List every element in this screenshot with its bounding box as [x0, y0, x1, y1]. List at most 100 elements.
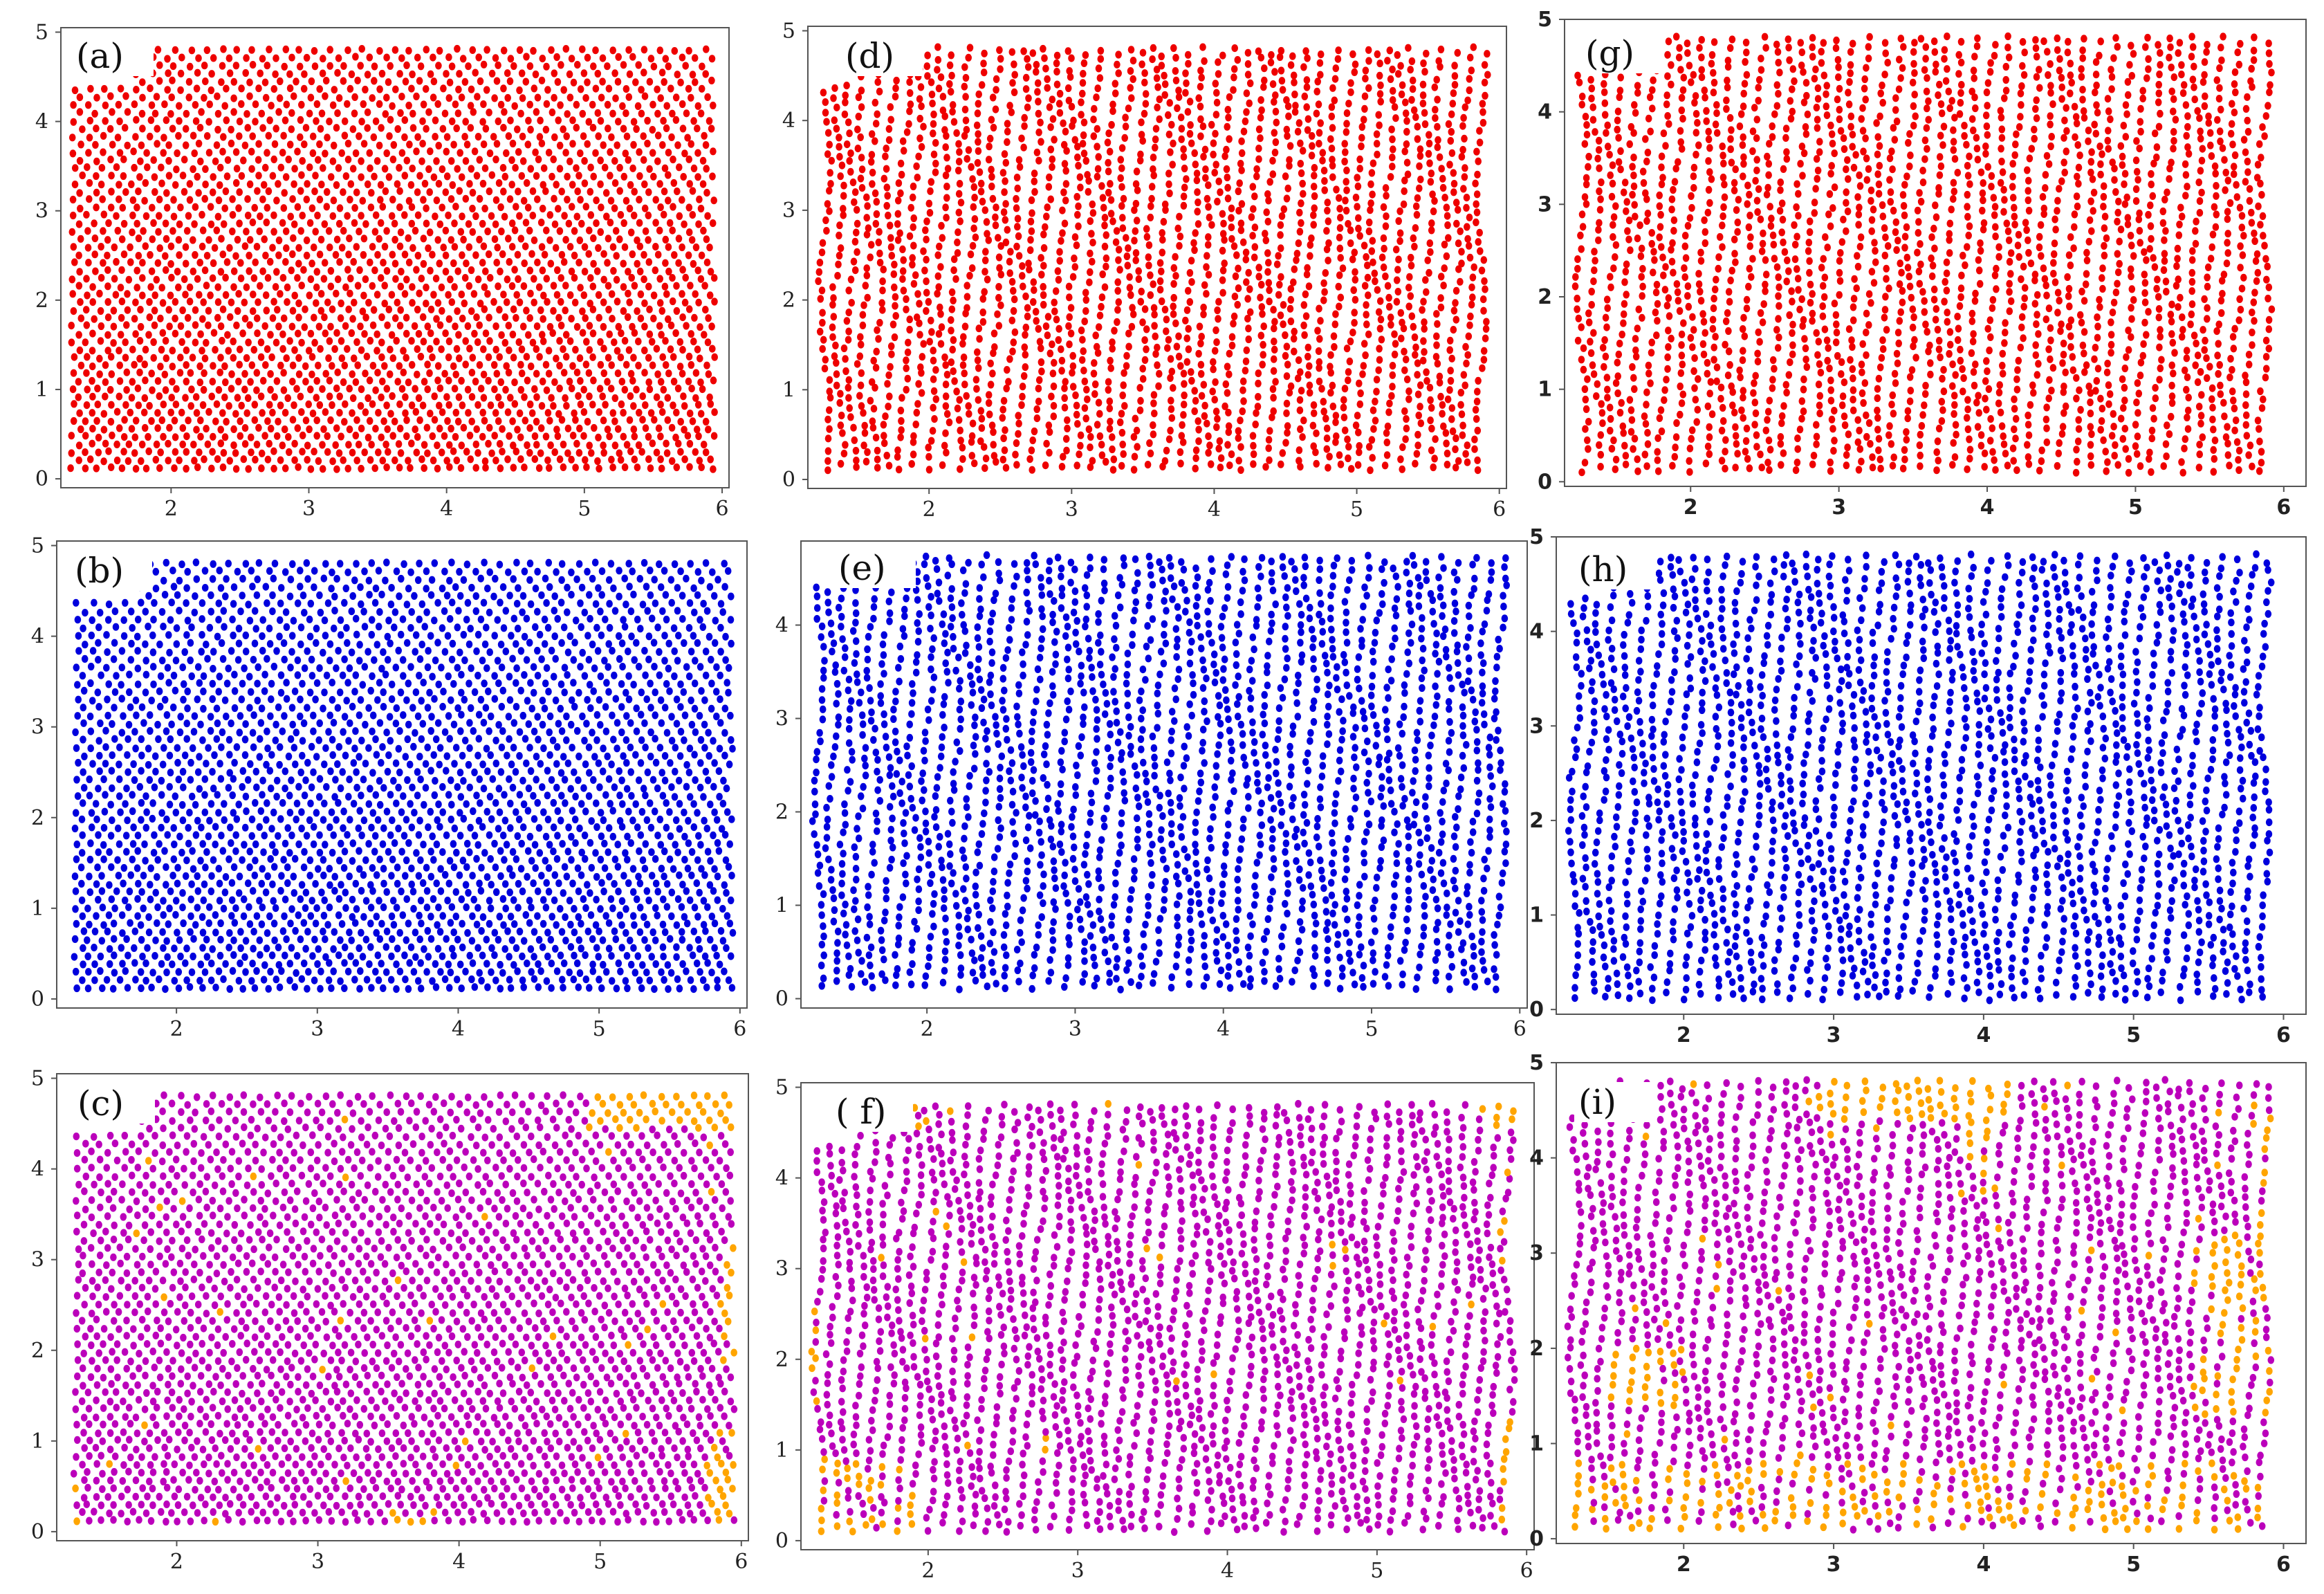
data-point: [459, 751, 466, 760]
data-point: [294, 203, 302, 211]
y-tick-label: 2: [31, 806, 44, 830]
data-point: [221, 204, 229, 212]
data-point: [416, 77, 423, 85]
data-point: [674, 584, 681, 592]
data-point: [164, 55, 171, 63]
data-point: [118, 695, 125, 703]
data-point: [624, 856, 631, 864]
data-point: [560, 86, 567, 94]
data-point: [467, 102, 474, 110]
data-point: [182, 125, 190, 133]
data-point: [156, 212, 163, 220]
data-point: [299, 431, 306, 440]
y-tick-label: 1: [35, 378, 48, 402]
data-point: [292, 926, 299, 935]
data-point: [692, 728, 699, 736]
data-point: [385, 173, 393, 181]
data-point: [353, 338, 360, 347]
data-point: [378, 338, 385, 347]
data-point: [235, 977, 243, 985]
data-point: [257, 951, 264, 959]
data-point: [427, 410, 434, 418]
data-point: [104, 282, 111, 291]
data-point: [668, 598, 675, 607]
data-point: [691, 608, 698, 616]
data-point: [539, 331, 546, 339]
data-point: [408, 864, 415, 872]
data-point: [97, 306, 104, 315]
data-point: [317, 345, 324, 353]
data-point: [403, 601, 411, 609]
data-point: [333, 575, 340, 583]
data-point: [695, 298, 702, 306]
data-point: [661, 187, 668, 196]
data-point: [661, 657, 668, 665]
data-point: [533, 322, 541, 331]
data-point: [110, 935, 118, 943]
data-point: [179, 440, 187, 449]
data-point: [148, 696, 155, 705]
data-point: [266, 767, 274, 775]
data-point: [179, 306, 186, 315]
data-point: [600, 416, 607, 425]
data-point: [614, 369, 622, 378]
data-point: [190, 865, 197, 873]
data-point: [552, 244, 560, 252]
data-point: [661, 928, 669, 936]
data-point: [225, 735, 233, 744]
data-point: [116, 347, 122, 355]
data-point: [417, 352, 425, 361]
data-point: [425, 108, 432, 116]
data-point: [250, 291, 257, 299]
data-point: [275, 832, 282, 840]
data-point: [264, 727, 270, 735]
data-point: [517, 647, 525, 655]
data-point: [268, 951, 276, 960]
data-point: [436, 823, 443, 831]
data-point: [165, 439, 172, 448]
data-point: [451, 760, 458, 768]
data-point: [342, 584, 350, 593]
data-point: [326, 823, 333, 832]
data-point: [334, 275, 342, 284]
data-point: [139, 274, 146, 282]
data-point: [151, 831, 158, 839]
data-point: [620, 872, 627, 880]
data-point: [403, 354, 409, 362]
data-point: [633, 639, 640, 647]
data-point: [222, 592, 229, 601]
data-point: [202, 863, 209, 872]
data-point: [340, 227, 347, 235]
data-point: [356, 753, 362, 761]
data-point: [685, 624, 693, 632]
data-point: [99, 984, 106, 992]
data-point: [704, 848, 712, 856]
data-point: [491, 672, 498, 680]
data-point: [711, 297, 718, 306]
data-point: [391, 219, 398, 228]
data-point: [369, 400, 376, 408]
data-point: [316, 775, 324, 783]
data-point: [658, 306, 666, 315]
data-point: [447, 969, 454, 977]
data-point: [316, 401, 324, 410]
data-point: [554, 807, 562, 815]
data-point: [73, 919, 80, 928]
data-point: [241, 385, 248, 394]
data-point: [201, 369, 208, 378]
data-point: [448, 776, 454, 785]
data-point: [205, 149, 213, 157]
data-point: [116, 840, 123, 848]
data-point: [308, 742, 315, 751]
data-point: [309, 952, 316, 960]
data-point: [445, 984, 453, 992]
data-point: [494, 616, 501, 624]
data-point: [442, 268, 450, 276]
data-point: [527, 767, 535, 776]
data-point: [495, 417, 502, 425]
data-point: [113, 407, 121, 416]
data-point: [451, 243, 459, 251]
data-point: [264, 345, 271, 354]
data-point: [593, 895, 600, 904]
data-point: [313, 299, 320, 307]
